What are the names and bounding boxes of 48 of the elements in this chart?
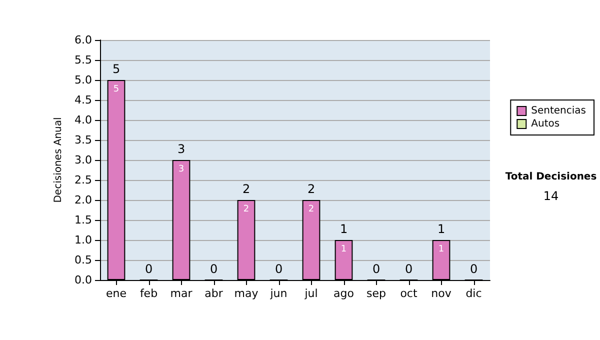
data-label: 3 [178,164,184,174]
x-tick-label: jul [304,287,318,300]
data-label: 1 [438,244,444,254]
total-label: 2 [307,182,316,196]
total-label: 0 [372,262,380,276]
total-label: 1 [437,222,446,236]
total-label: 2 [242,182,250,196]
x-tick-label: oct [400,287,418,300]
data-label: 2 [243,204,250,214]
y-tick-label: 5.5 [74,54,92,66]
x-tick-label: mar [170,287,193,300]
legend-label: Sentencias [531,106,586,116]
data-label: 2 [308,204,314,214]
x-tick-label: ago [334,287,354,300]
y-tick-label: 6.0 [74,34,92,46]
total-label: 0 [470,262,478,276]
y-tick-label: 2.0 [74,194,92,206]
y-tick-label: 0.0 [74,274,92,286]
total-label: 3 [177,142,186,156]
x-tick-label: sep [366,287,386,300]
y-tick-label: 1.0 [74,234,92,246]
x-tick-label: nov [431,287,452,300]
y-tick-label: 4.0 [74,114,92,126]
total-label: 0 [274,262,283,276]
y-tick-label: 1.5 [74,214,92,226]
total-label: 0 [144,262,153,276]
y-tick-label: 3.0 [74,154,92,166]
x-tick-label: jun [269,287,288,300]
data-label: 1 [340,244,347,254]
legend-label: Autos [531,118,560,130]
y-tick-label: 4.5 [74,94,92,106]
data-label: 5 [113,84,120,94]
x-tick-label: dic [466,287,482,300]
y-tick-label: 0.5 [74,254,92,266]
total-label: 5 [112,62,120,76]
text: 14 [543,189,559,203]
y-tick-label: 5.0 [74,74,92,86]
x-tick-label: abr [204,287,224,300]
y-axis-title: Decisiones Anual [53,117,64,203]
total-label: 0 [404,262,413,276]
total-label: 1 [340,222,348,236]
x-tick-label: feb [140,287,158,300]
y-tick-label: 3.5 [74,134,92,146]
text: Total Decisiones [505,172,597,182]
total-label: 0 [210,262,218,276]
x-tick-label: ene [106,287,127,300]
x-tick-label: may [234,287,259,300]
y-tick-label: 2.5 [74,174,92,186]
